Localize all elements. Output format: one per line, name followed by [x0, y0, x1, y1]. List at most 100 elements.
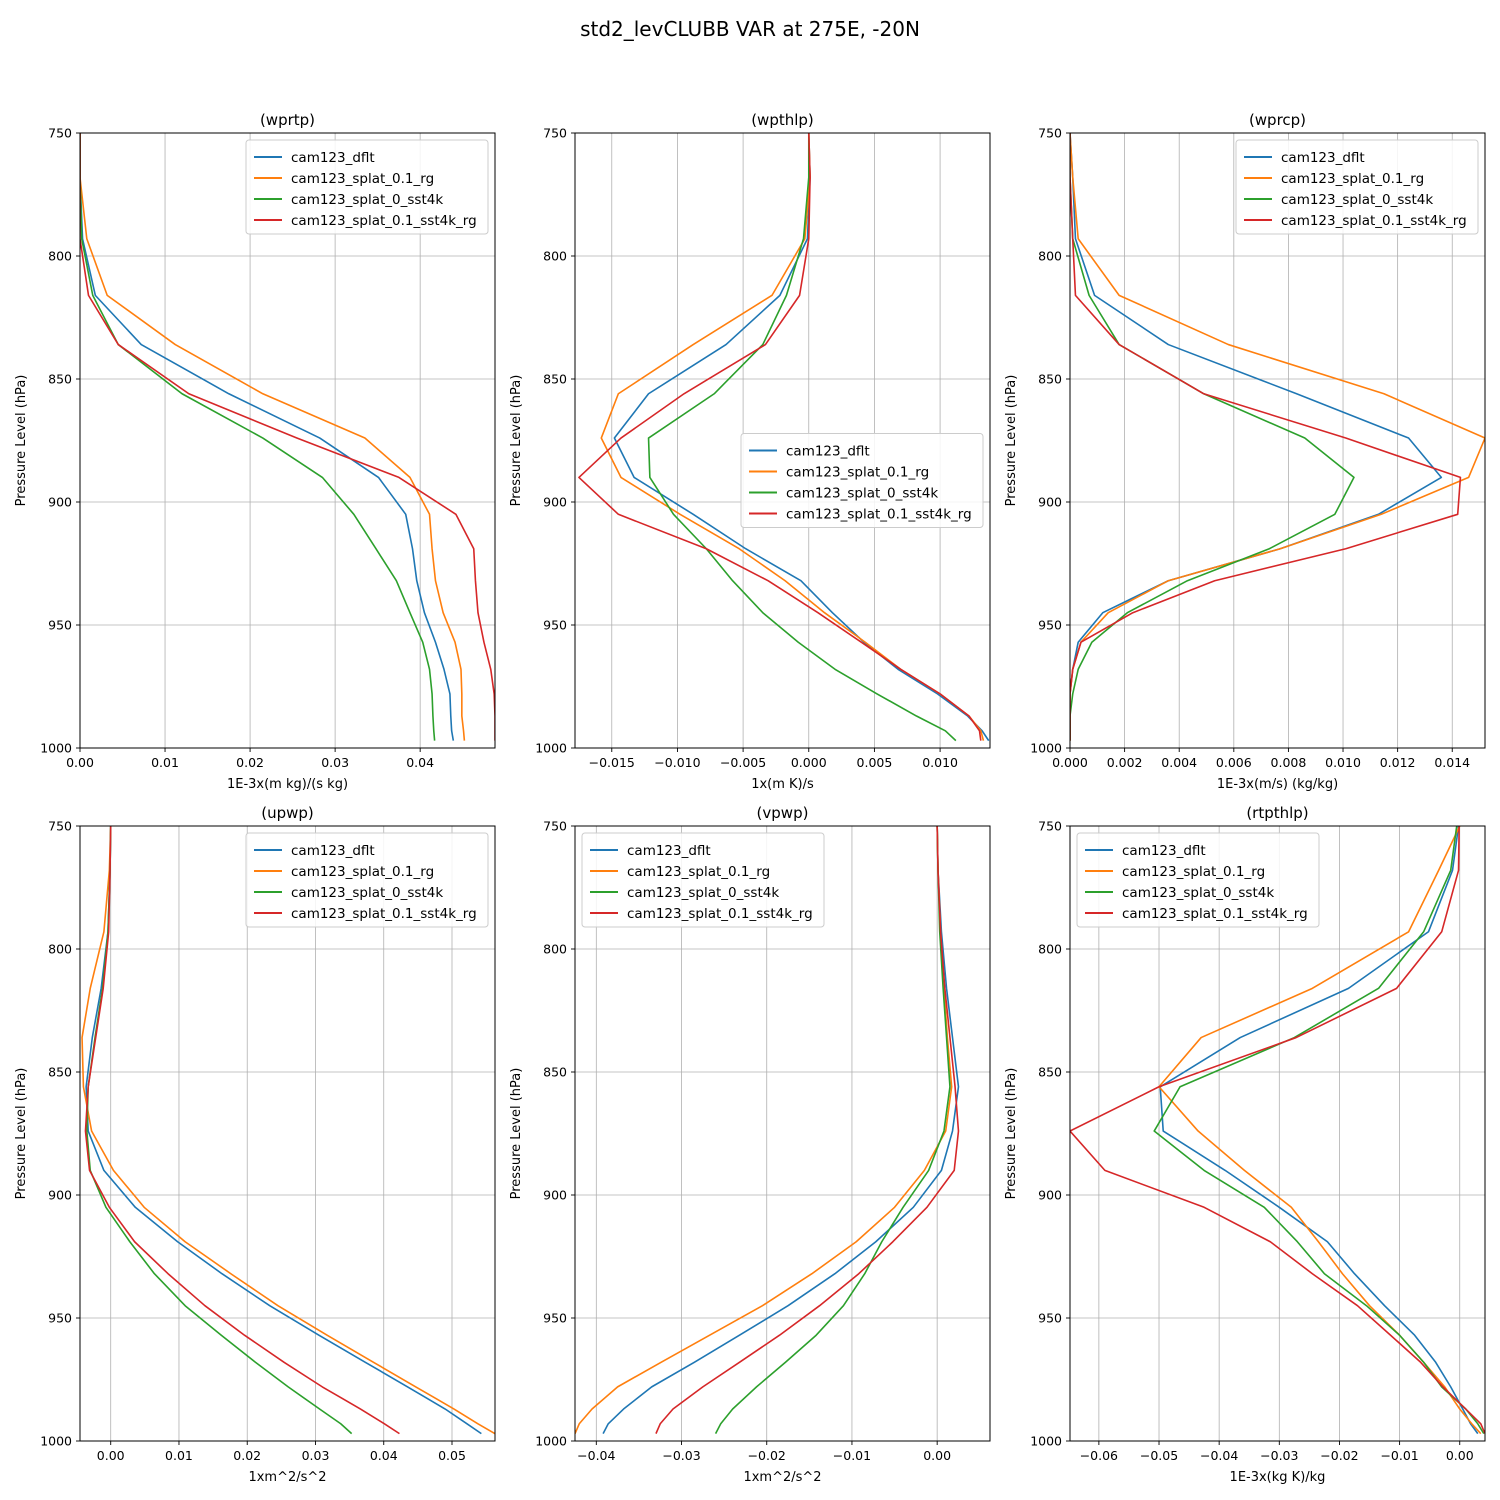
series-line-cam123_splat_0.1_sst4k_rg [80, 133, 495, 741]
axes-frame [79, 825, 496, 1442]
figure-title: std2_levCLUBB VAR at 275E, -20N [580, 17, 920, 41]
x-tick-label: −0.04 [1200, 1448, 1238, 1463]
y-tick-label: 800 [543, 942, 567, 957]
y-tick-label: 1000 [1030, 741, 1062, 756]
legend: cam123_dflt cam123_splat_0.1_rg cam123_spl… [245, 832, 489, 928]
x-tick-label: 0.03 [302, 1448, 330, 1463]
legend-label: cam123_dflt [291, 843, 375, 859]
y-tick-label: 900 [543, 1188, 567, 1203]
x-tick-label: 0.010 [922, 755, 958, 770]
y-tick-label: 850 [1038, 1065, 1062, 1080]
x-tick-label: 0.00 [66, 755, 94, 770]
series-line-cam123_dflt [80, 133, 455, 741]
legend-label: cam123_splat_0.1_rg [786, 465, 929, 481]
x-tick-label: 0.05 [438, 1448, 466, 1463]
y-tick-label: 950 [543, 1311, 567, 1326]
x-tick-label: 0.010 [1325, 755, 1361, 770]
legend-label: cam123_splat_0.1_sst4k_rg [291, 213, 477, 229]
y-tick-label: 750 [543, 126, 567, 141]
y-tick-label: 750 [48, 126, 72, 141]
x-tick-label: 0.002 [1107, 755, 1143, 770]
legend-label: cam123_splat_0.1_rg [291, 171, 434, 187]
legend-label: cam123_dflt [786, 444, 870, 460]
legend: cam123_dflt cam123_splat_0.1_rg cam123_spl… [740, 433, 984, 528]
x-tick-label: −0.010 [654, 755, 700, 770]
y-tick-label: 1000 [535, 741, 567, 756]
x-tick-label: −0.015 [589, 755, 635, 770]
x-tick-label: 0.006 [1216, 755, 1252, 770]
x-tick-label: 0.00 [97, 1448, 125, 1463]
y-tick-label: 900 [1038, 495, 1062, 510]
x-tick-label: −0.06 [1080, 1448, 1118, 1463]
legend-label: cam123_splat_0_sst4k [627, 885, 779, 901]
y-axis-label: Pressure Level (hPa) [1004, 375, 1019, 507]
axes-frame [574, 825, 991, 1442]
series-line-cam123_splat_0_sst4k [647, 133, 957, 742]
y-tick-label: 800 [48, 249, 72, 264]
y-tick-label: 750 [1038, 126, 1062, 141]
y-tick-label: 850 [48, 1065, 72, 1080]
axes-frame [79, 132, 496, 749]
y-tick-label: 950 [1038, 1311, 1062, 1326]
axes-frame [1069, 132, 1486, 749]
panel-title: (rtpthlp) [1246, 804, 1308, 822]
x-tick-label: 0.000 [791, 755, 827, 770]
series-line-cam123_splat_0.1_rg [1070, 133, 1485, 741]
panel-rtpthlp: −0.06 −0.05 −0.04 −0.03 −0.02 −0.01 0.00 750 800… [1004, 804, 1486, 1485]
x-tick-label: 0.000 [1052, 755, 1088, 770]
legend-label: cam123_splat_0.1_rg [1122, 864, 1265, 880]
legend-label: cam123_splat_0_sst4k [1122, 885, 1274, 901]
y-tick-label: 750 [543, 819, 567, 834]
panel-wpthlp: −0.015 −0.010 −0.005 0.000 0.005 0.010 750 800 8… [509, 111, 991, 792]
panel-upwp: 0.00 0.01 0.02 0.03 0.04 0.05 750 800 850 900 950 1… [14, 804, 496, 1485]
y-tick-label: 950 [543, 618, 567, 633]
y-tick-label: 900 [1038, 1188, 1062, 1203]
legend-label: cam123_splat_0_sst4k [1281, 192, 1433, 208]
legend-label: cam123_splat_0_sst4k [786, 486, 938, 502]
y-tick-label: 900 [48, 495, 72, 510]
series-line-cam123_dflt [1159, 826, 1479, 1435]
legend-label: cam123_splat_0.1_sst4k_rg [1122, 906, 1308, 922]
series-line-cam123_splat_0_sst4k [1070, 133, 1355, 741]
series-line-cam123_dflt [85, 826, 482, 1435]
x-axis-label: 1E-3x(m kg)/(s kg) [227, 777, 348, 792]
x-tick-label: 0.014 [1434, 755, 1470, 770]
x-tick-label: 0.01 [165, 1448, 193, 1463]
y-tick-label: 950 [1038, 618, 1062, 633]
series-group [81, 826, 495, 1435]
series-line-cam123_splat_0.1_sst4k_rg [578, 133, 982, 741]
x-axis-label: 1E-3x(kg K)/kg [1230, 1470, 1326, 1485]
series-line-cam123_splat_0.1_sst4k_rg [84, 826, 400, 1435]
y-axis-label: Pressure Level (hPa) [509, 1068, 524, 1200]
legend-frame [581, 832, 825, 928]
legend: cam123_dflt cam123_splat_0.1_rg cam123_spl… [581, 832, 825, 928]
panel-title: (wprtp) [260, 111, 315, 129]
legend-label: cam123_dflt [1122, 843, 1206, 859]
legend-label: cam123_splat_0.1_rg [627, 864, 770, 880]
x-axis-label: 1xm^2/s^2 [248, 1470, 326, 1485]
y-tick-label: 950 [48, 1311, 72, 1326]
series-line-cam123_splat_0.1_rg [81, 826, 495, 1435]
panel-title: (vpwp) [757, 804, 809, 822]
y-tick-label: 950 [48, 618, 72, 633]
y-tick-label: 800 [543, 249, 567, 264]
y-tick-label: 850 [543, 1065, 567, 1080]
y-axis-label: Pressure Level (hPa) [14, 375, 29, 507]
panel-title: (wpthlp) [751, 111, 814, 129]
y-tick-label: 800 [1038, 942, 1062, 957]
x-tick-label: −0.005 [720, 755, 766, 770]
series-group [575, 826, 960, 1434]
x-tick-label: −0.03 [662, 1448, 700, 1463]
series-group [1070, 133, 1485, 741]
x-tick-label: 0.03 [321, 755, 349, 770]
y-tick-label: 800 [48, 942, 72, 957]
x-tick-label: 0.04 [370, 1448, 398, 1463]
x-tick-label: 0.02 [236, 755, 264, 770]
legend-label: cam123_splat_0.1_rg [291, 864, 434, 880]
panel-vpwp: −0.04 −0.03 −0.02 −0.01 0.00 750 800 850 900 950 1… [509, 804, 991, 1485]
subplot-grid: 0.00 0.01 0.02 0.03 0.04 750 800 850 900 950 1000 (… [14, 111, 1486, 1485]
series-group [578, 133, 990, 742]
y-tick-label: 900 [48, 1188, 72, 1203]
x-tick-label: 0.00 [923, 1448, 951, 1463]
